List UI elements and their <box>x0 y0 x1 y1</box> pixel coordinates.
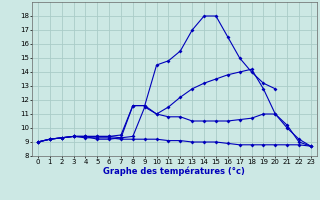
X-axis label: Graphe des températures (°c): Graphe des températures (°c) <box>103 166 245 176</box>
